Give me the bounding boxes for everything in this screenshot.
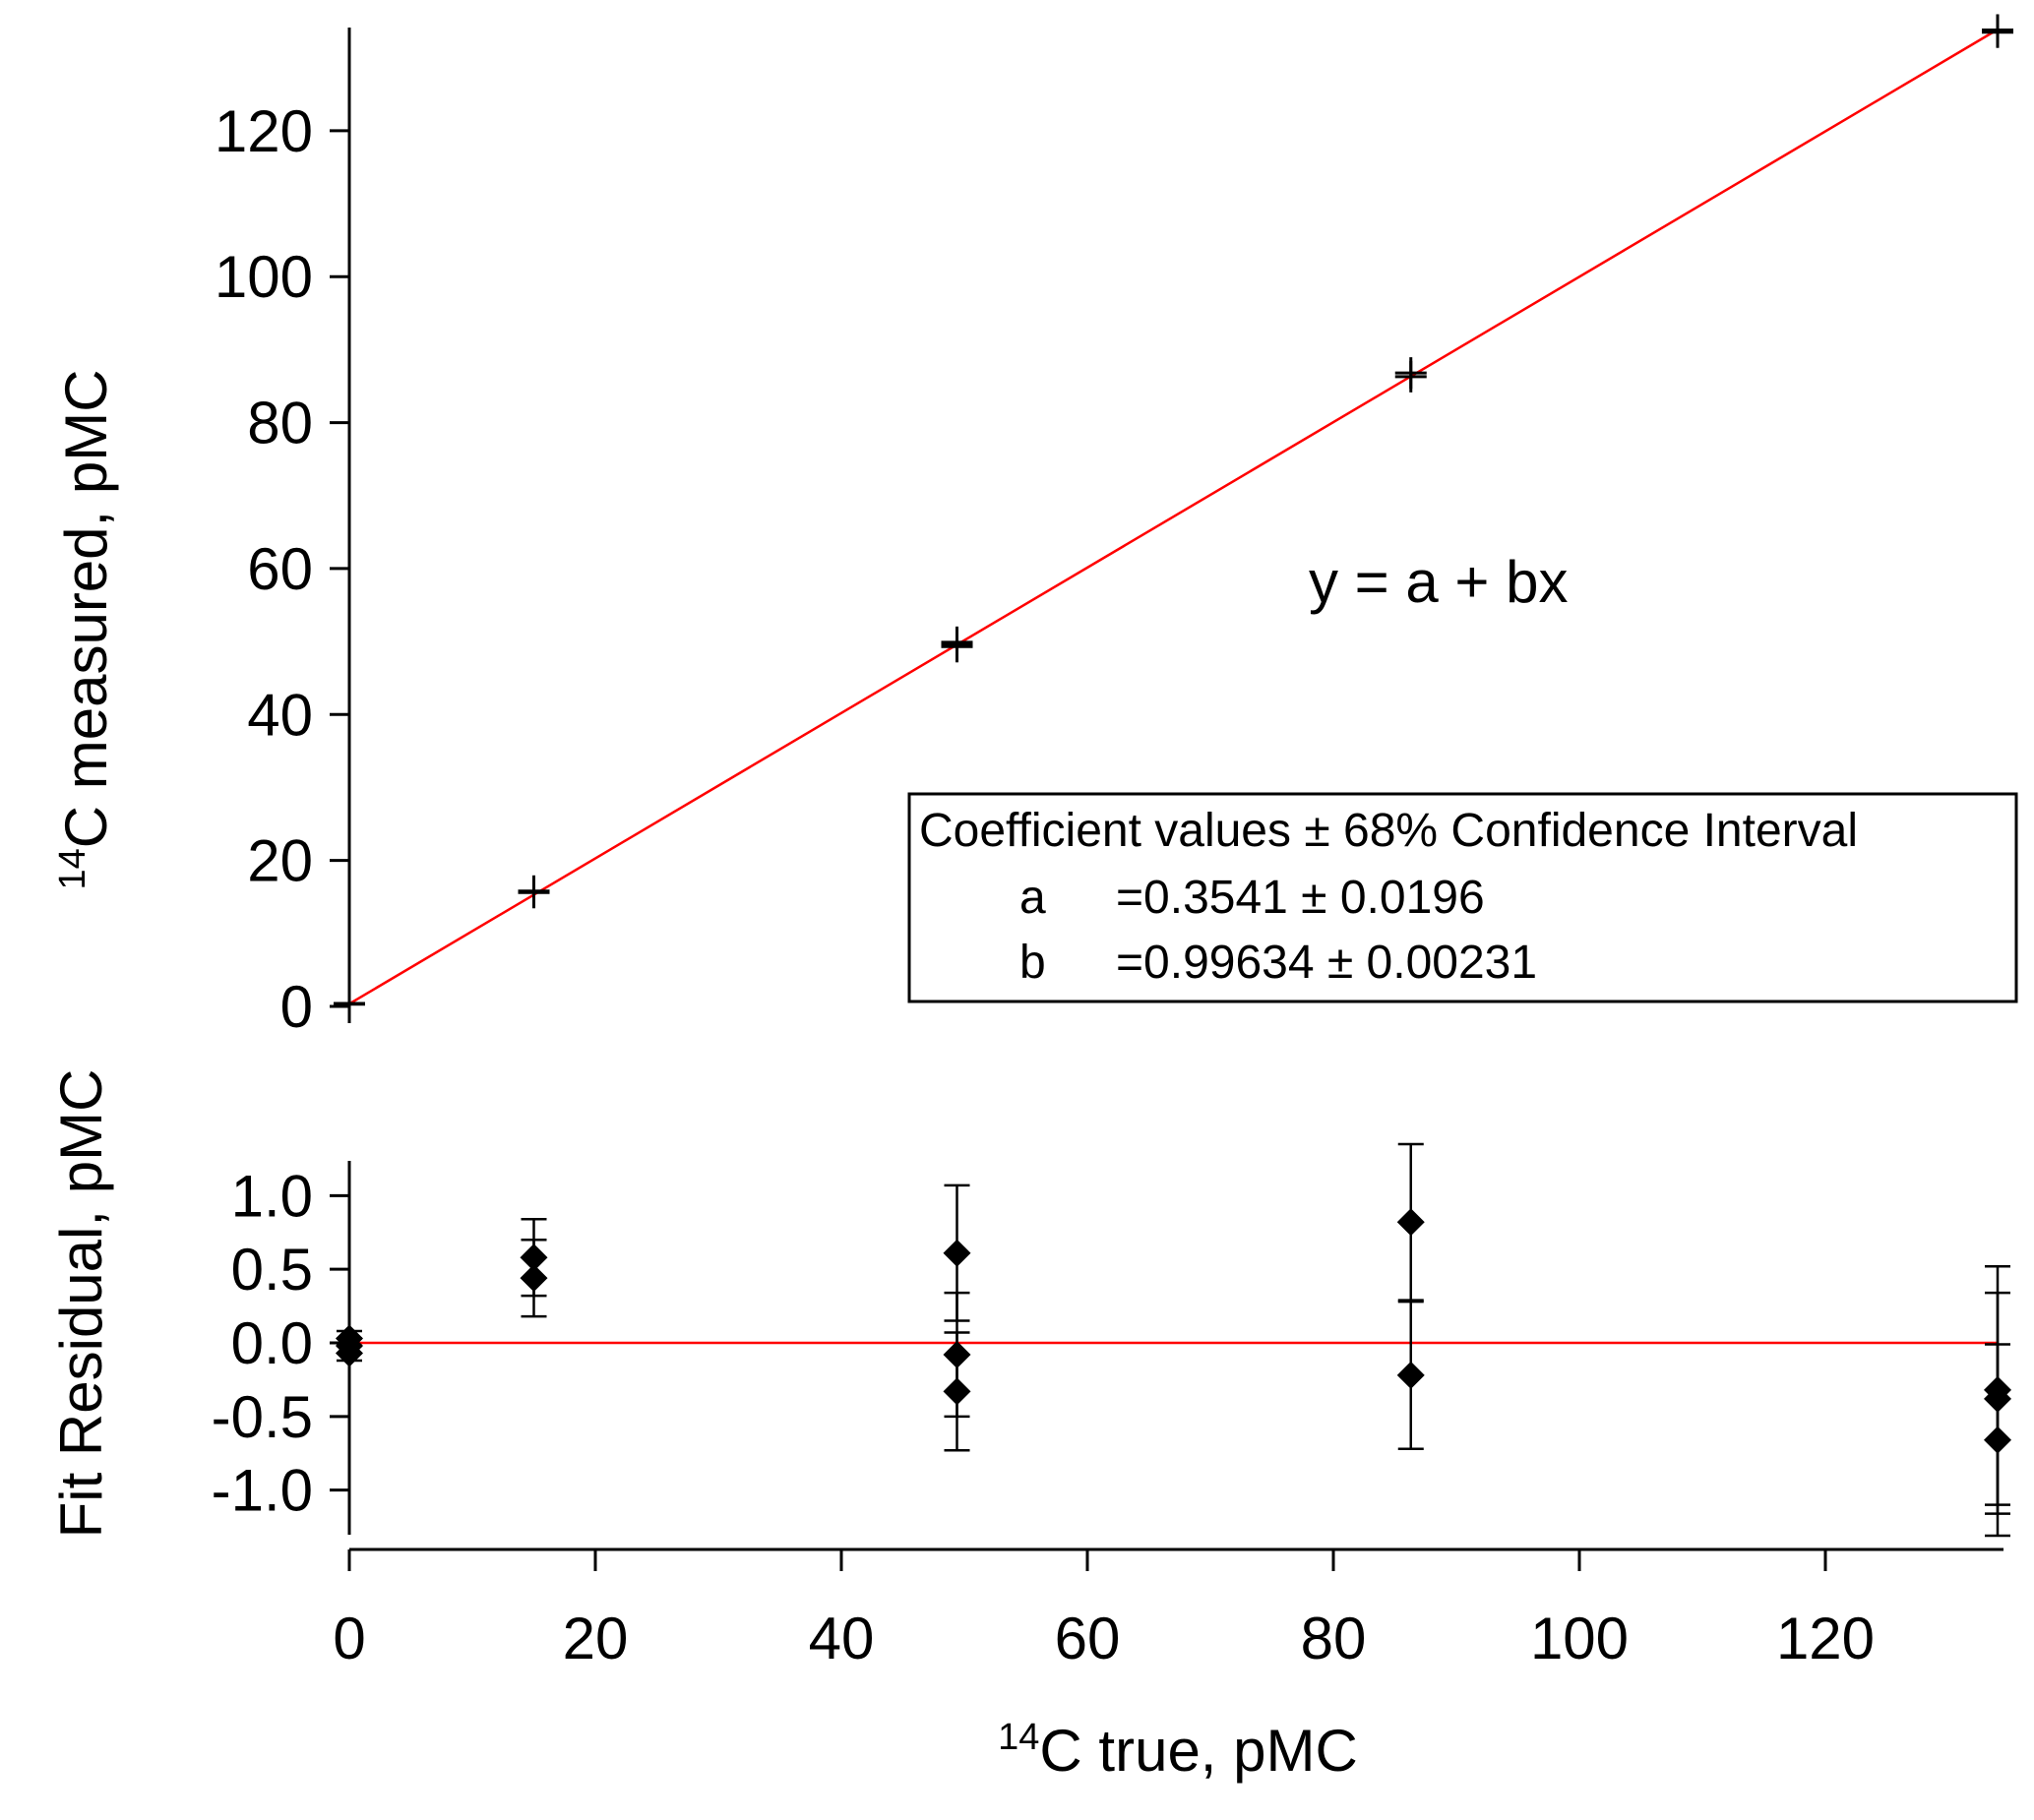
- residual-points: [336, 1142, 2011, 1538]
- top-y-tick-label: 0: [280, 974, 313, 1040]
- top-y-tick-label: 120: [215, 98, 313, 164]
- fit-coefficient-box: Coefficient values ± 68% Confidence Inte…: [907, 792, 2018, 1003]
- top-y-tick-label: 40: [247, 682, 313, 748]
- residual-point: [1396, 1142, 1425, 1302]
- top-panel: 0 20 40 60 80 100 120 14C measured, pMC y = a …: [52, 14, 2018, 1040]
- top-y-ticks: 0 20 40 60 80 100 120: [215, 98, 349, 1040]
- bottom-panel: 1.0 0.5 0.0 -0.5 -1.0 0 20 40 60 80 100 120 Fit Re…: [48, 1069, 2011, 1784]
- x-tick-label: 40: [809, 1606, 875, 1671]
- top-points: [334, 14, 2013, 1020]
- fit-box-border: [907, 792, 2018, 1003]
- bottom-y-tick-label: -1.0: [212, 1458, 313, 1524]
- top-y-tick-label: 20: [247, 828, 313, 894]
- measured-point: [941, 631, 973, 663]
- x-tick-label: 100: [1530, 1606, 1629, 1671]
- bottom-y-tick-label: 1.0: [231, 1163, 313, 1229]
- top-y-tick-label: 100: [215, 244, 313, 310]
- bottom-y-ticks: 1.0 0.5 0.0 -0.5 -1.0: [212, 1163, 349, 1524]
- fit-box-title: Coefficient values ± 68% Confidence Inte…: [919, 805, 1858, 857]
- fit-coef-a-value: =0.3541 ± 0.0196: [1116, 872, 1485, 924]
- bottom-y-tick-label: 0.0: [231, 1310, 313, 1376]
- x-ticks: 0 20 40 60 80 100 120: [333, 1549, 1875, 1671]
- residual-point: [336, 1339, 363, 1367]
- bottom-y-tick-label: -0.5: [212, 1384, 313, 1450]
- x-tick-label: 120: [1776, 1606, 1875, 1671]
- x-tick-label: 60: [1055, 1606, 1121, 1671]
- fit-coef-a-name: a: [1019, 872, 1046, 924]
- fit-line: [348, 28, 1999, 1005]
- x-tick-label: 80: [1301, 1606, 1367, 1671]
- x-axis-title: 14C true, pMC: [998, 1717, 1358, 1784]
- top-y-tick-label: 80: [247, 391, 313, 456]
- measured-point: [518, 875, 550, 907]
- residual-point: [1984, 1343, 2011, 1538]
- bottom-y-tick-label: 0.5: [231, 1237, 313, 1303]
- measured-point: [334, 988, 365, 1020]
- measured-point: [1982, 14, 2013, 46]
- top-y-axis-title: 14C measured, pMC: [52, 369, 119, 889]
- bottom-y-axis-title: Fit Residual, pMC: [48, 1069, 114, 1539]
- residual-point: [1396, 1300, 1425, 1450]
- fit-coef-b-name: b: [1019, 937, 1046, 989]
- top-y-tick-label: 60: [247, 536, 313, 602]
- fit-equation: y = a + bx: [1309, 549, 1569, 615]
- x-tick-label: 20: [563, 1606, 629, 1671]
- measured-point: [1394, 360, 1427, 393]
- residual-point: [520, 1239, 548, 1318]
- fit-coef-b-value: =0.99634 ± 0.00231: [1116, 937, 1537, 989]
- residual-point: [943, 1331, 971, 1452]
- x-tick-label: 0: [333, 1606, 365, 1671]
